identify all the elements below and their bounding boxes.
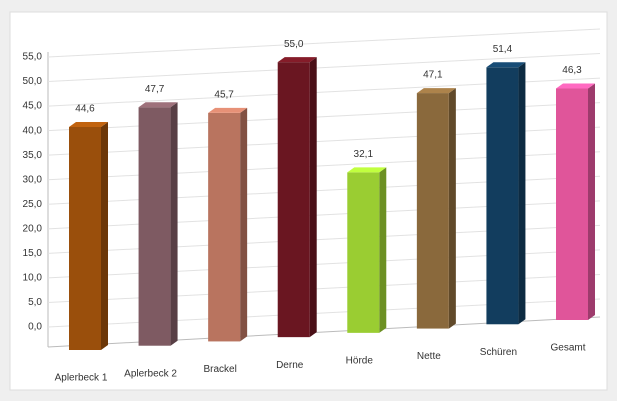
grid-line [47, 28, 601, 58]
y-tick-label: 5,0 [28, 297, 42, 308]
y-tick-label: 25,0 [23, 199, 43, 210]
bar [208, 112, 241, 342]
bar-side [448, 88, 456, 329]
bar [416, 93, 449, 329]
y-tick-label: 10,0 [23, 273, 43, 284]
bar-top [416, 88, 456, 94]
bar-side [240, 107, 248, 342]
bar-side [170, 102, 178, 346]
value-label: 47,1 [423, 70, 443, 81]
y-tick-label: 15,0 [23, 248, 43, 259]
grid-line [47, 53, 601, 83]
value-label: 47,7 [145, 84, 165, 95]
bar-top [277, 57, 317, 63]
value-label: 46,3 [562, 65, 582, 76]
bar-side [518, 62, 526, 325]
bar-top [556, 83, 595, 89]
value-label: 51,4 [493, 44, 513, 55]
bar-top [208, 107, 248, 113]
bar [486, 67, 519, 325]
y-tick-label: 30,0 [23, 174, 43, 185]
value-label: 44,6 [75, 104, 95, 115]
y-tick-label: 40,0 [23, 125, 43, 136]
bar [69, 127, 101, 350]
y-tick-label: 50,0 [23, 76, 43, 87]
bar [347, 172, 380, 333]
bar [277, 62, 310, 338]
x-tick-label: Derne [276, 360, 304, 371]
bar-side [588, 83, 595, 320]
y-tick-label: 20,0 [23, 223, 43, 234]
bar-top [486, 62, 526, 68]
value-label: 55,0 [284, 39, 304, 50]
x-tick-label: Hörde [346, 355, 374, 366]
y-tick-label: 35,0 [23, 150, 43, 161]
bar-top [69, 122, 108, 127]
y-tick-label: 45,0 [23, 101, 43, 112]
bar-side [101, 122, 108, 350]
x-tick-label: Nette [417, 351, 441, 362]
y-tick-label: 0,0 [28, 322, 42, 333]
value-label: 45,7 [214, 90, 234, 101]
bar-top [347, 167, 387, 173]
bar-top [138, 102, 178, 108]
bar-side [309, 57, 317, 338]
bar [138, 107, 171, 346]
x-tick-label: Aplerbeck 1 [55, 373, 108, 384]
x-tick-label: Aplerbeck 2 [124, 368, 177, 379]
bar-side [379, 167, 387, 333]
value-label: 32,1 [354, 149, 374, 160]
bar [556, 88, 588, 320]
x-tick-label: Schüren [480, 347, 517, 358]
x-tick-label: Gesamt [550, 343, 585, 354]
y-tick-label: 55,0 [23, 52, 43, 63]
x-tick-label: Brackel [203, 364, 236, 375]
